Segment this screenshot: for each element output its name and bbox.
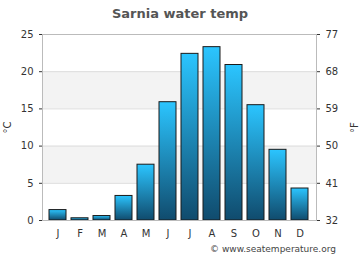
- svg-text:J: J: [166, 228, 170, 239]
- svg-text:D: D: [296, 228, 304, 239]
- html-text:Sarnia water temp: Sarnia water temp: [111, 6, 249, 21]
- svg-text:°F: °F: [349, 122, 360, 133]
- svg-text:10: 10: [21, 140, 34, 151]
- svg-text:32: 32: [326, 215, 339, 226]
- svg-text:50: 50: [326, 140, 339, 151]
- svg-text:°C: °C: [2, 121, 13, 133]
- svg-text:A: A: [121, 228, 128, 239]
- svg-text:5: 5: [27, 178, 33, 189]
- svg-text:15: 15: [21, 103, 34, 114]
- svg-text:M: M: [98, 228, 107, 239]
- svg-text:J: J: [56, 228, 60, 239]
- svg-text:S: S: [231, 228, 237, 239]
- html-text:© www.seatemperature.org: © www.seatemperature.org: [210, 244, 336, 254]
- svg-text:59: 59: [326, 103, 339, 114]
- svg-text:N: N: [274, 228, 281, 239]
- svg-text:20: 20: [21, 66, 34, 77]
- svg-text:0: 0: [27, 215, 33, 226]
- svg-text:M: M: [142, 228, 151, 239]
- svg-text:68: 68: [326, 66, 339, 77]
- svg-text:25: 25: [21, 29, 34, 40]
- svg-text:F: F: [77, 228, 83, 239]
- svg-text:41: 41: [326, 178, 339, 189]
- svg-text:J: J: [188, 228, 192, 239]
- svg-text:A: A: [209, 228, 216, 239]
- svg-text:77: 77: [326, 29, 339, 40]
- svg-text:O: O: [252, 228, 260, 239]
